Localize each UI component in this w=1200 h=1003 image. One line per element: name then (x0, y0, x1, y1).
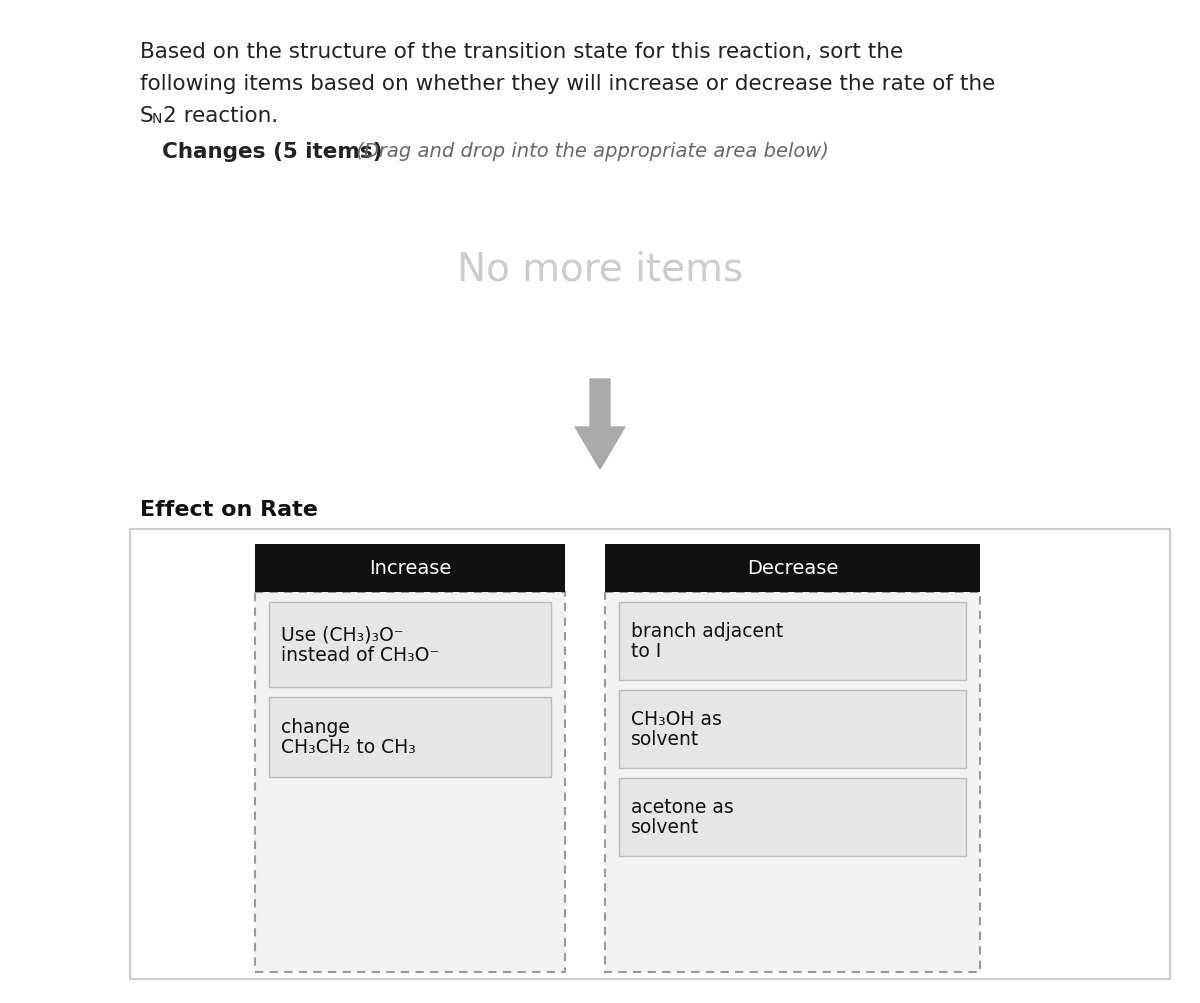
Text: solvent: solvent (631, 817, 700, 837)
Bar (269, 603, 551, 687)
Text: acetone as: acetone as (631, 797, 733, 816)
Text: Effect on Rate: Effect on Rate (140, 499, 318, 520)
Text: branch adjacent: branch adjacent (631, 622, 784, 641)
Text: 2 reaction.: 2 reaction. (163, 106, 278, 125)
Bar (605, 545, 980, 593)
Text: No more items: No more items (457, 251, 743, 289)
Bar (619, 690, 966, 768)
Bar (619, 603, 966, 680)
Text: N: N (152, 112, 162, 125)
Text: to I: to I (631, 642, 661, 661)
Bar (256, 545, 565, 593)
Text: Changes (5 items): Changes (5 items) (162, 141, 383, 161)
Text: Use (CH₃)₃O⁻: Use (CH₃)₃O⁻ (281, 626, 403, 644)
Bar (256, 593, 565, 972)
Polygon shape (575, 379, 625, 469)
Text: Based on the structure of the transition state for this reaction, sort the: Based on the structure of the transition… (140, 42, 904, 62)
Bar (619, 778, 966, 857)
Text: (Drag and drop into the appropriate area below): (Drag and drop into the appropriate area… (350, 141, 829, 160)
Text: Increase: Increase (368, 559, 451, 578)
Text: change: change (281, 718, 350, 737)
Text: CH₃OH as: CH₃OH as (631, 710, 722, 729)
Bar (605, 593, 980, 972)
Bar (130, 530, 1170, 979)
Text: following items based on whether they will increase or decrease the rate of the: following items based on whether they wi… (140, 74, 995, 94)
Bar (269, 697, 551, 777)
Text: CH₃CH₂ to CH₃: CH₃CH₂ to CH₃ (281, 738, 416, 756)
Text: S: S (140, 106, 154, 125)
Text: solvent: solvent (631, 730, 700, 749)
Text: Decrease: Decrease (746, 559, 838, 578)
Text: instead of CH₃O⁻: instead of CH₃O⁻ (281, 645, 439, 664)
